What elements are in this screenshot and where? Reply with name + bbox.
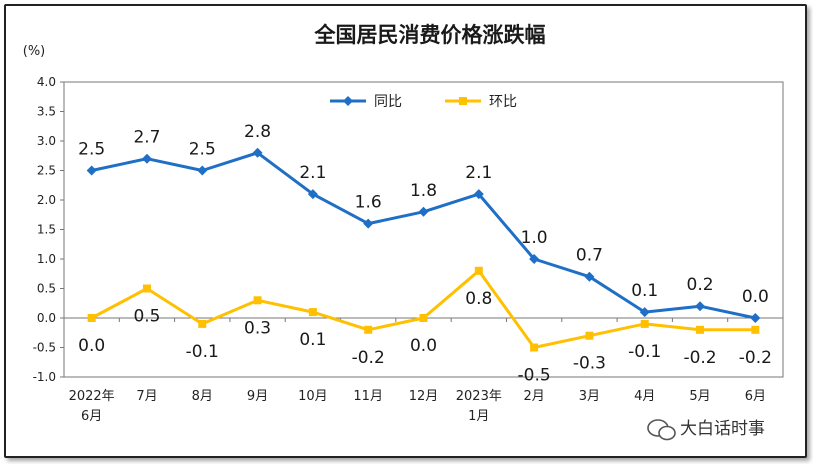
yoy-data-label: 2.8 <box>244 122 271 142</box>
yoy-marker <box>529 254 540 264</box>
mom-data-label: -0.2 <box>739 348 772 368</box>
mom-data-label: -0.5 <box>518 366 551 386</box>
yoy-data-label: 0.0 <box>742 287 769 307</box>
mom-data-label: 0.0 <box>78 336 105 356</box>
x-tick-label: 2022年 <box>69 389 115 404</box>
mom-marker <box>530 343 539 352</box>
y-tick-label: 4.0 <box>37 75 56 89</box>
yoy-marker <box>695 301 706 312</box>
mom-data-label: 0.3 <box>244 318 271 338</box>
mom-marker <box>751 325 760 334</box>
x-tick-label: 6月 <box>81 409 102 424</box>
mom-marker <box>640 319 649 328</box>
yoy-data-label: 0.2 <box>687 275 714 295</box>
y-tick-label: -1.0 <box>33 370 56 384</box>
x-tick-label: 8月 <box>192 389 213 404</box>
yoy-marker <box>750 313 761 323</box>
x-tick-label: 7月 <box>136 389 157 404</box>
yoy-data-label: 1.8 <box>410 181 437 201</box>
mom-marker <box>198 319 207 328</box>
y-tick-label: 0.5 <box>37 282 56 296</box>
mom-marker <box>585 331 594 340</box>
mom-data-label: -0.3 <box>573 354 606 374</box>
x-tick-label: 1月 <box>468 409 489 424</box>
x-tick-label: 9月 <box>247 389 268 404</box>
mom-marker <box>87 314 96 322</box>
x-tick-label: 5月 <box>689 389 710 404</box>
yoy-marker <box>584 271 595 282</box>
chart-title: 全国居民消费价格涨跌幅 <box>314 23 546 47</box>
mom-marker <box>419 314 428 322</box>
legend-marker <box>459 97 467 105</box>
yoy-marker <box>418 206 429 217</box>
y-tick-label: 3.5 <box>37 105 56 119</box>
legend: 同比 环比 <box>330 94 517 110</box>
mom-data-label: 0.5 <box>133 307 160 327</box>
yoy-data-label: 2.5 <box>78 140 105 160</box>
legend-marker <box>343 96 353 106</box>
mom-data-label: -0.2 <box>352 348 385 368</box>
mom-data-label: -0.2 <box>683 348 716 368</box>
yoy-marker <box>141 153 152 164</box>
y-tick-label: -0.5 <box>33 341 56 355</box>
watermark-text: 大白话时事 <box>680 419 765 439</box>
y-tick-label: 0.0 <box>37 311 56 325</box>
yoy-data-label: 2.1 <box>299 163 326 183</box>
x-tick-label: 11月 <box>353 389 383 404</box>
mom-data-label: 0.1 <box>299 330 326 350</box>
y-axis-unit: (%) <box>23 44 46 59</box>
plot-border <box>63 81 784 378</box>
x-tick-label: 12月 <box>409 389 439 404</box>
y-tick-label: 3.0 <box>37 134 56 148</box>
yoy-data-label: 2.1 <box>465 163 492 183</box>
yoy-marker <box>252 147 263 158</box>
legend-label: 环比 <box>489 94 517 110</box>
y-tick-label: 1.0 <box>37 252 56 266</box>
yoy-marker <box>473 189 484 200</box>
yoy-data-label: 0.7 <box>576 246 603 266</box>
y-tick-label: 2.0 <box>37 193 56 207</box>
yoy-marker <box>86 165 97 176</box>
mom-marker <box>696 325 705 334</box>
watermark: 大白话时事 <box>647 419 765 441</box>
chart-frame <box>4 4 807 458</box>
plot-area: 4.0 3.5 3.0 2.5 2.0 1.5 1.0 0.5 0.0 -0.5 -1.0 2022年… <box>33 75 784 424</box>
yoy-marker <box>363 218 374 229</box>
mom-data-label: -0.1 <box>628 342 661 362</box>
mom-marker <box>253 296 262 305</box>
yoy-data-label: 1.0 <box>521 228 548 248</box>
x-tick-label: 2月 <box>523 389 544 404</box>
x-tick-label: 6月 <box>745 389 766 404</box>
mom-data-label: 0.0 <box>410 336 437 356</box>
yoy-data-label: 0.1 <box>631 281 658 301</box>
yoy-marker <box>197 165 208 176</box>
y-tick-label: 1.5 <box>37 223 56 237</box>
x-tick-label: 3月 <box>579 389 600 404</box>
yoy-data-label: 2.5 <box>189 140 216 160</box>
yoy-marker <box>307 189 318 200</box>
wechat-icon-bubble <box>658 425 676 441</box>
mom-marker <box>142 284 151 293</box>
yoy-marker <box>639 307 650 318</box>
mom-marker <box>364 325 373 334</box>
yoy-data-label: 2.7 <box>133 128 160 148</box>
mom-data-label: -0.1 <box>186 342 219 362</box>
yoy-data-label: 1.6 <box>355 193 382 213</box>
legend-label: 同比 <box>374 94 402 110</box>
y-tick-label: 2.5 <box>37 164 56 178</box>
x-tick-label: 4月 <box>634 389 655 404</box>
x-tick-label: 2023年 <box>456 389 502 404</box>
mom-marker <box>308 308 317 317</box>
x-tick-label: 10月 <box>298 389 328 404</box>
mom-data-label: 0.8 <box>465 289 492 309</box>
mom-marker <box>474 266 483 275</box>
